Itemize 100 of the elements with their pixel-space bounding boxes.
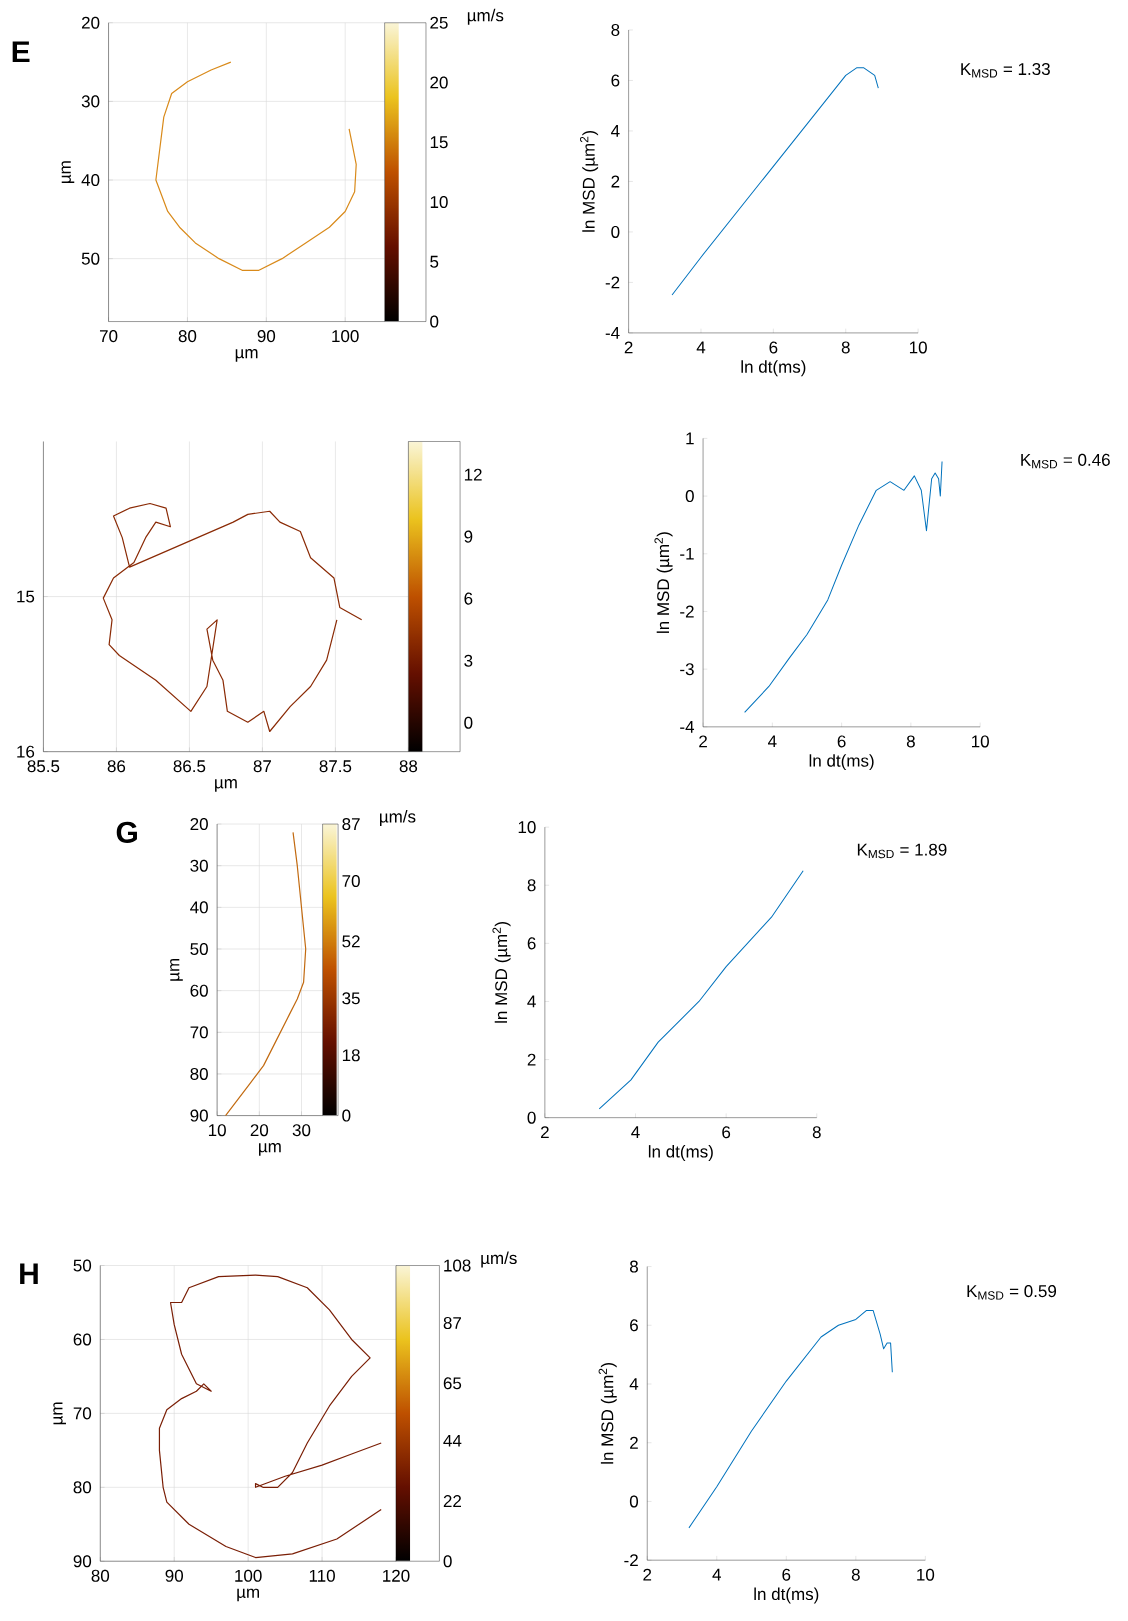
y-axis-title: µm bbox=[53, 1402, 66, 1425]
x-tick-label: 120 bbox=[383, 1569, 410, 1582]
line-series bbox=[744, 460, 943, 713]
x-tick-label: 88 bbox=[399, 760, 418, 773]
text: K$_{MSD}$ = 0.46 bbox=[1021, 453, 1110, 469]
color-bar-label: 22 bbox=[443, 1495, 461, 1507]
line-series bbox=[158, 1274, 382, 1559]
y-tick-label: 90 bbox=[190, 1109, 208, 1122]
y-axis-title: µm bbox=[170, 958, 183, 981]
x-tick-label: 90 bbox=[165, 1569, 184, 1582]
y-axis-title: ln MSD (µm$^{2}$) bbox=[654, 532, 673, 633]
x-axis-title: ln dt(ms) bbox=[754, 1587, 819, 1604]
x-tick-label: 86 bbox=[107, 760, 126, 773]
x-tick-label: 86.5 bbox=[173, 760, 206, 773]
y-tick-label: -2 bbox=[605, 276, 620, 289]
color-bar-label: 9 bbox=[464, 530, 473, 543]
color-bar-label: 0 bbox=[430, 315, 439, 328]
color-bar-title: µm/s bbox=[467, 8, 504, 25]
x-axis-title: µm bbox=[237, 1588, 259, 1602]
x-tick-label: 8 bbox=[851, 1568, 860, 1581]
y-tick-label: 50 bbox=[190, 942, 208, 956]
y-tick-label: 0 bbox=[685, 490, 694, 503]
x-tick-label: 10 bbox=[909, 341, 927, 354]
y-tick-label: -3 bbox=[680, 663, 694, 676]
x-tick-label: 10 bbox=[208, 1124, 226, 1137]
y-tick-label: 0 bbox=[629, 1495, 639, 1508]
y-tick-label: -4 bbox=[605, 327, 620, 339]
x-tick-label: 6 bbox=[769, 341, 778, 354]
x-axis-title: ln dt(ms) bbox=[809, 754, 874, 771]
y-tick-label: 70 bbox=[190, 1026, 208, 1039]
y-tick-label: 2 bbox=[630, 1436, 638, 1449]
text: K$_{MSD}$ = 1.89 bbox=[857, 843, 947, 859]
x-axis-title: µm bbox=[235, 349, 258, 362]
color-bar-label: 87 bbox=[443, 1317, 461, 1330]
y-axis-title: ln MSD (µm$^{2}$) bbox=[598, 1362, 617, 1464]
y-tick-label: 30 bbox=[190, 859, 208, 872]
x-axis-title: ln dt(ms) bbox=[648, 1145, 713, 1161]
y-tick-label: 40 bbox=[190, 901, 208, 914]
x-tick-label: 2 bbox=[643, 1568, 652, 1581]
x-tick-label: 8 bbox=[841, 341, 850, 354]
y-tick-label: 70 bbox=[73, 1407, 92, 1420]
color-bar-label: 18 bbox=[342, 1049, 360, 1062]
y-tick-label: 4 bbox=[611, 125, 620, 137]
y-tick-label: 0 bbox=[527, 1111, 536, 1124]
x-tick-label: 30 bbox=[292, 1124, 311, 1137]
x-tick-label: 87 bbox=[253, 760, 271, 773]
color-bar-label: 15 bbox=[430, 136, 448, 149]
x-tick-label: 87.5 bbox=[319, 760, 352, 773]
x-tick-label: 90 bbox=[257, 330, 276, 343]
y-tick-label: 8 bbox=[629, 1260, 638, 1273]
x-tick-label: 70 bbox=[99, 330, 118, 343]
x-tick-label: 8 bbox=[812, 1126, 821, 1139]
y-tick-label: -1 bbox=[680, 547, 694, 560]
y-tick-label: -2 bbox=[680, 605, 694, 618]
x-axis-title: ln dt(ms) bbox=[741, 360, 806, 377]
color-bar-label: 6 bbox=[464, 592, 473, 605]
chart-title: E bbox=[12, 41, 30, 63]
text: K$_{MSD}$ = 1.33 bbox=[961, 63, 1050, 78]
y-tick-label: 6 bbox=[527, 937, 536, 950]
y-tick-label: 40 bbox=[81, 174, 100, 187]
x-tick-label: 10 bbox=[972, 735, 989, 748]
y-tick-label: -2 bbox=[624, 1554, 638, 1567]
color-bar-label: 70 bbox=[342, 874, 360, 888]
y-tick-label: 50 bbox=[73, 1259, 92, 1272]
x-tick-label: 4 bbox=[696, 341, 706, 354]
y-axis-title: ln MSD (µm$^{2}$) bbox=[492, 922, 511, 1023]
y-tick-label: 2 bbox=[527, 1053, 536, 1066]
y-tick-label: 50 bbox=[81, 252, 100, 265]
y-tick-label: 16 bbox=[17, 745, 35, 758]
x-tick-label: 6 bbox=[782, 1568, 791, 1581]
color-bar-label: 25 bbox=[430, 16, 448, 29]
line-series bbox=[598, 870, 804, 1110]
y-tick-label: 0 bbox=[611, 225, 620, 238]
color-bar-title: µm/s bbox=[481, 1251, 517, 1268]
color-bar-label: 12 bbox=[464, 468, 482, 481]
x-tick-label: 6 bbox=[837, 735, 846, 748]
text: K$_{MSD}$ = 0.59 bbox=[967, 1285, 1057, 1300]
x-axis-title: µm bbox=[259, 1143, 281, 1156]
x-tick-label: 20 bbox=[250, 1124, 269, 1137]
color-bar-label: 0 bbox=[443, 1555, 452, 1568]
color-bar-label: 108 bbox=[444, 1259, 471, 1272]
y-tick-label: 4 bbox=[629, 1378, 639, 1390]
y-tick-label: 8 bbox=[611, 23, 620, 37]
y-tick-label: 20 bbox=[190, 818, 208, 831]
color-bar-label: 52 bbox=[342, 935, 360, 948]
x-tick-label: 100 bbox=[332, 330, 359, 343]
color-bar-label: 20 bbox=[430, 76, 448, 89]
y-tick-label: 30 bbox=[81, 95, 100, 108]
y-tick-label: 10 bbox=[518, 821, 536, 834]
y-tick-label: 6 bbox=[611, 74, 620, 87]
y-axis-title: µm bbox=[61, 161, 75, 183]
color-bar-label: 0 bbox=[464, 716, 473, 729]
x-tick-label: 2 bbox=[541, 1126, 549, 1139]
y-tick-label: 8 bbox=[527, 879, 536, 892]
x-tick-label: 4 bbox=[768, 735, 777, 748]
y-tick-label: 1 bbox=[686, 432, 694, 445]
y-tick-label: 6 bbox=[630, 1319, 638, 1332]
y-tick-label: 80 bbox=[190, 1067, 208, 1080]
y-tick-label: 60 bbox=[190, 984, 208, 997]
y-tick-label: 90 bbox=[73, 1555, 92, 1568]
